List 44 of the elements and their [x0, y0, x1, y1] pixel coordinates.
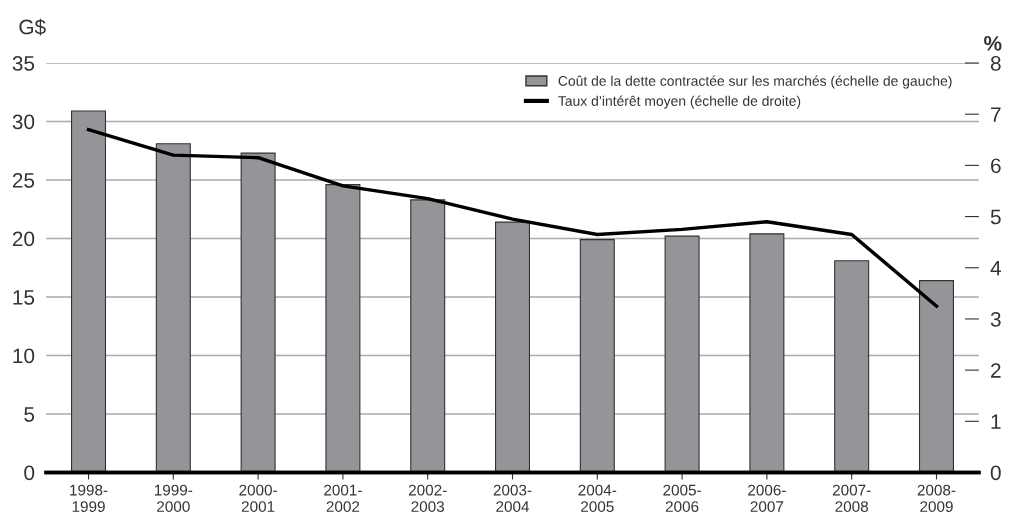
bar: [240, 152, 276, 473]
y2-tick-label: 6: [991, 158, 1001, 174]
x-tick-label: 1998- 1999: [70, 484, 108, 512]
x-tick-label: 2006- 2007: [748, 484, 786, 512]
y2-tick-label: 4: [990, 260, 1001, 276]
y2-tick-label: 7: [991, 107, 1001, 122]
y-tick-label: 5: [24, 407, 35, 422]
y2-axis-title: %: [984, 35, 1002, 51]
legend-label: Taux d’intérêt moyen (échelle de droite): [558, 95, 801, 109]
bar: [664, 235, 700, 473]
x-tick-label: 2004- 2005: [578, 484, 617, 512]
x-tick-label: 2003- 2004: [493, 484, 532, 512]
y2-tick-label: 5: [990, 209, 1001, 225]
y-tick-label: 35: [12, 56, 35, 71]
bar: [494, 221, 531, 473]
bar: [325, 184, 361, 473]
x-tick-label: 2007- 2008: [832, 484, 871, 512]
x-tick-label: 2001- 2002: [324, 484, 362, 512]
y2-tick-label: 0: [990, 465, 1001, 481]
y-axis-title: G$: [19, 18, 46, 36]
y2-tick-label: 3: [990, 311, 1001, 327]
legend-label: Coût de la dette contractée sur les marchés (échelle de gauche): [558, 75, 952, 89]
bar: [749, 233, 785, 473]
y-tick-label: 15: [13, 290, 35, 305]
bar: [918, 280, 954, 473]
x-tick-label: 2005- 2006: [663, 484, 701, 512]
bar: [410, 199, 446, 473]
x-tick-label: 1999- 2000: [154, 484, 193, 512]
bar: [834, 260, 870, 473]
bar: [155, 143, 191, 473]
y-tick-label: 20: [12, 231, 35, 247]
y2-tick-label: 8: [990, 56, 1001, 71]
y2-tick-label: 1: [991, 414, 1001, 429]
x-tick-label: 2000- 2001: [239, 484, 277, 512]
bar: [579, 239, 615, 473]
line-series: [86, 127, 939, 308]
bar: [71, 110, 107, 473]
y2-tick-label: 2: [991, 363, 1001, 378]
y-tick-label: 0: [24, 465, 35, 481]
y-tick-label: 30: [12, 114, 35, 130]
x-tick-label: 2002- 2003: [408, 484, 447, 512]
y-tick-label: 10: [13, 348, 35, 364]
x-tick-label: 2008- 2009: [917, 484, 956, 512]
y-tick-label: 25: [12, 173, 35, 188]
